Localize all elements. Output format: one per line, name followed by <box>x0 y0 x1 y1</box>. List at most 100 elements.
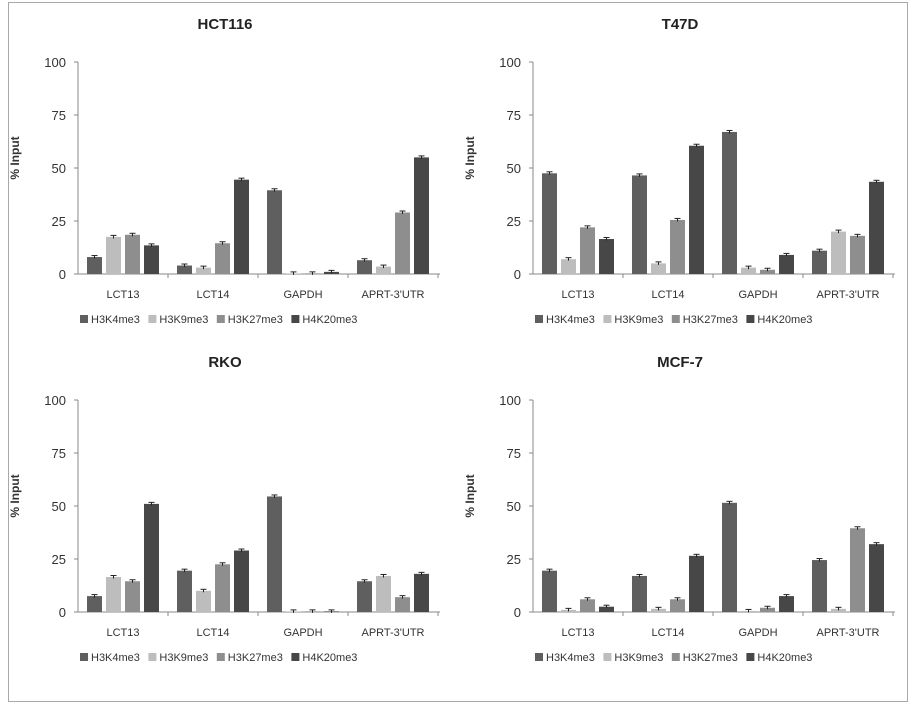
y-tick-label: 100 <box>44 55 66 70</box>
bar <box>722 131 737 274</box>
legend-label: H4K20me3 <box>302 314 357 326</box>
bar <box>125 234 140 274</box>
bar <box>561 259 576 274</box>
bar <box>850 528 865 612</box>
bar <box>87 596 102 612</box>
x-tick-label: GAPDH <box>738 627 777 639</box>
x-tick-label: LCT14 <box>651 627 684 639</box>
bar <box>376 575 391 612</box>
bar <box>267 190 282 274</box>
x-tick-label: LCT13 <box>106 289 139 301</box>
bar <box>106 236 121 274</box>
bar <box>812 250 827 274</box>
bar <box>779 596 794 612</box>
bar <box>869 181 884 274</box>
legend-swatch <box>603 653 612 661</box>
legend-label: H3K27me3 <box>228 652 283 664</box>
bar <box>542 173 557 274</box>
bar <box>760 269 775 274</box>
legend-swatch <box>80 653 88 661</box>
legend-swatch <box>216 653 225 661</box>
x-tick-label: GAPDH <box>283 627 322 639</box>
bar <box>234 550 249 612</box>
bar <box>632 175 647 274</box>
bar <box>215 243 230 274</box>
y-tick-label: 100 <box>44 393 66 408</box>
bar <box>831 608 846 612</box>
y-tick-label: 75 <box>52 108 66 123</box>
bar <box>177 265 192 274</box>
y-tick-label: 100 <box>499 393 521 408</box>
y-tick-label: 25 <box>507 552 521 567</box>
bar <box>267 496 282 612</box>
bar <box>741 267 756 274</box>
bar <box>722 502 737 612</box>
y-tick-label: 25 <box>52 214 66 229</box>
legend-label: H3K4me3 <box>91 652 140 664</box>
legend-label: H3K27me3 <box>683 652 738 664</box>
chart-plot: 0 25 50 75 100 LCT13 LCT14 GAPDH APRT-3'UTR H3K4m… <box>44 393 440 664</box>
bar <box>580 599 595 612</box>
bar <box>215 564 230 612</box>
legend-label: H3K9me3 <box>159 314 208 326</box>
bar <box>414 157 429 274</box>
legend-swatch <box>671 653 680 661</box>
chart-panel-t47d: T47D % Input 0 25 50 75 100 LCT13 LCT14 GAPDH AP… <box>455 0 905 333</box>
bar <box>234 179 249 274</box>
bar <box>357 581 372 612</box>
legend-label: H3K9me3 <box>614 652 663 664</box>
bar <box>87 257 102 274</box>
bar <box>651 263 666 274</box>
chart-plot: 0 25 50 75 100 LCT13 LCT14 GAPDH APRT-3'UTR H3K4m… <box>499 393 895 664</box>
y-tick-label: 0 <box>59 267 66 282</box>
x-tick-label: GAPDH <box>283 289 322 301</box>
bar <box>357 260 372 274</box>
y-tick-label: 0 <box>514 267 521 282</box>
bar <box>177 570 192 612</box>
chart-plot: 0 25 50 75 100 LCT13 LCT14 GAPDH APRT-3'UTR H3K4m… <box>499 55 895 326</box>
bar <box>125 581 140 612</box>
bar <box>196 590 211 612</box>
x-tick-label: LCT14 <box>196 289 229 301</box>
bar <box>869 544 884 612</box>
y-tick-label: 50 <box>52 161 66 176</box>
x-tick-label: LCT13 <box>106 627 139 639</box>
bar <box>632 575 647 612</box>
bar <box>144 503 159 612</box>
x-tick-label: APRT-3'UTR <box>816 627 879 639</box>
chart-title: RKO <box>208 354 242 371</box>
legend-label: H3K9me3 <box>159 652 208 664</box>
legend-label: H4K20me3 <box>757 652 812 664</box>
legend-swatch <box>746 653 755 661</box>
y-tick-label: 75 <box>507 108 521 123</box>
y-tick-label: 75 <box>52 446 66 461</box>
legend-swatch <box>148 315 157 323</box>
x-tick-label: GAPDH <box>738 289 777 301</box>
legend-label: H4K20me3 <box>757 314 812 326</box>
bar <box>779 254 794 274</box>
bar <box>580 227 595 274</box>
y-tick-label: 25 <box>507 214 521 229</box>
y-tick-label: 50 <box>507 499 521 514</box>
chart-title: T47D <box>661 16 699 33</box>
chart-panel-hct116: HCT116 % Input 0 25 50 75 100 LCT13 LCT14 GAPDH… <box>0 0 450 333</box>
legend-swatch <box>603 315 612 323</box>
x-tick-label: LCT13 <box>561 289 594 301</box>
y-tick-label: 0 <box>514 605 521 620</box>
x-tick-label: LCT14 <box>196 627 229 639</box>
x-tick-label: APRT-3'UTR <box>361 627 424 639</box>
y-tick-label: 50 <box>52 499 66 514</box>
bar <box>599 239 614 274</box>
y-tick-label: 0 <box>59 605 66 620</box>
bar <box>542 570 557 612</box>
bar <box>651 608 666 612</box>
bar <box>196 267 211 274</box>
chart-title: MCF-7 <box>657 354 703 371</box>
bar <box>850 235 865 274</box>
legend-label: H3K27me3 <box>228 314 283 326</box>
y-tick-label: 75 <box>507 446 521 461</box>
legend-label: H3K27me3 <box>683 314 738 326</box>
bar <box>414 573 429 612</box>
legend-swatch <box>148 653 157 661</box>
bar <box>395 597 410 612</box>
